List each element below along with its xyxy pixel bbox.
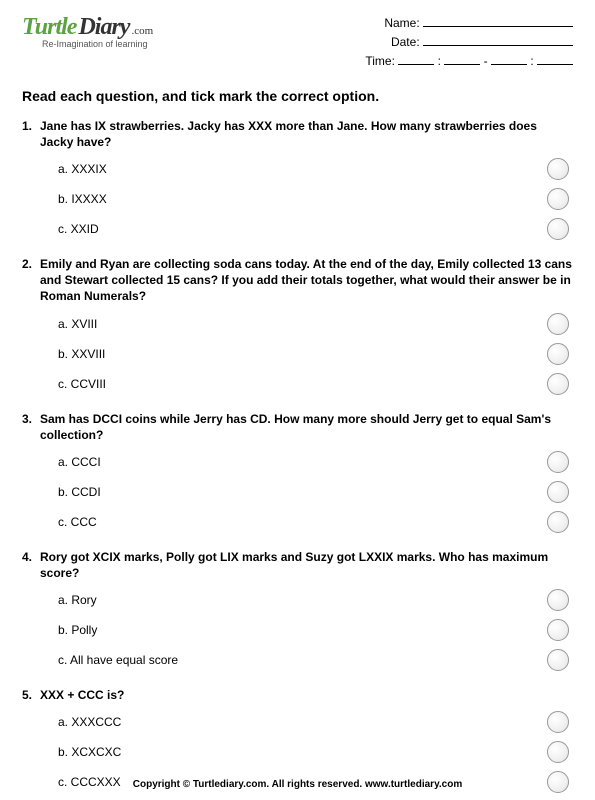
option-row: c. All have equal score — [58, 649, 573, 671]
option-list: a. CCCI b. CCDI c. CCC — [58, 451, 573, 533]
date-label: Date: — [391, 35, 420, 49]
option-row: a. XXXCCC — [58, 711, 573, 733]
option-text: a. XXXCCC — [58, 715, 121, 729]
option-text: a. XVIII — [58, 317, 97, 331]
name-row: Name: — [365, 14, 573, 33]
answer-bubble[interactable] — [547, 511, 569, 533]
option-row: c. XXID — [58, 218, 573, 240]
question-text: 1.Jane has IX strawberries. Jacky has XX… — [22, 118, 573, 150]
answer-bubble[interactable] — [547, 451, 569, 473]
option-text: b. Polly — [58, 623, 97, 637]
question-5: 5.XXX + CCC is?a. XXXCCCb. XCXCXCc. CCCX… — [22, 687, 573, 793]
question-body: Sam has DCCI coins while Jerry has CD. H… — [40, 411, 573, 443]
name-label: Name: — [384, 16, 419, 30]
time-sep-2: - — [484, 54, 488, 68]
footer: Copyright © Turtlediary.com. All rights … — [0, 779, 595, 790]
meta-fields: Name: Date: Time: : - : — [365, 14, 573, 72]
option-text: a. XXXIX — [58, 162, 107, 176]
answer-bubble[interactable] — [547, 188, 569, 210]
option-text: c. All have equal score — [58, 653, 178, 667]
question-number: 1. — [22, 118, 40, 150]
option-row: a. XVIII — [58, 313, 573, 335]
option-text: b. XCXCXC — [58, 745, 121, 759]
answer-bubble[interactable] — [547, 158, 569, 180]
option-list: a. XXXIX b. IXXXX c. XXID — [58, 158, 573, 240]
option-text: b. XXVIII — [58, 347, 105, 361]
option-row: b. CCDI — [58, 481, 573, 503]
answer-bubble[interactable] — [547, 218, 569, 240]
question-list: 1.Jane has IX strawberries. Jacky has XX… — [22, 118, 573, 794]
question-body: Rory got XCIX marks, Polly got LIX marks… — [40, 549, 573, 581]
answer-bubble[interactable] — [547, 313, 569, 335]
logo-main: Turtle Diary .com — [22, 14, 153, 41]
option-text: a. CCCI — [58, 455, 101, 469]
option-row: c. CCVIII — [58, 373, 573, 395]
logo-word-1: Turtle — [22, 14, 76, 41]
time-row: Time: : - : — [365, 52, 573, 71]
logo: Turtle Diary .com Re-Imagination of lear… — [22, 14, 153, 49]
answer-bubble[interactable] — [547, 589, 569, 611]
answer-bubble[interactable] — [547, 619, 569, 641]
time-sep-3: : — [530, 54, 533, 68]
option-row: b. XCXCXC — [58, 741, 573, 763]
option-text: c. XXID — [58, 222, 99, 236]
question-text: 2.Emily and Ryan are collecting soda can… — [22, 256, 573, 305]
question-1: 1.Jane has IX strawberries. Jacky has XX… — [22, 118, 573, 240]
option-row: a. XXXIX — [58, 158, 573, 180]
answer-bubble[interactable] — [547, 649, 569, 671]
question-body: XXX + CCC is? — [40, 687, 573, 703]
question-number: 5. — [22, 687, 40, 703]
time-blank-1[interactable] — [398, 53, 434, 65]
date-blank[interactable] — [423, 34, 573, 46]
logo-word-2: Diary — [78, 14, 129, 41]
option-list: a. Rory b. Polly c. All have equal score — [58, 589, 573, 671]
date-row: Date: — [365, 33, 573, 52]
option-row: a. Rory — [58, 589, 573, 611]
name-blank[interactable] — [423, 15, 573, 27]
option-text: c. CCVIII — [58, 377, 106, 391]
option-text: b. IXXXX — [58, 192, 107, 206]
header: Turtle Diary .com Re-Imagination of lear… — [22, 14, 573, 72]
question-body: Jane has IX strawberries. Jacky has XXX … — [40, 118, 573, 150]
logo-suffix: .com — [131, 25, 153, 37]
logo-tagline: Re-Imagination of learning — [42, 39, 153, 49]
option-row: b. IXXXX — [58, 188, 573, 210]
option-row: b. XXVIII — [58, 343, 573, 365]
question-text: 3.Sam has DCCI coins while Jerry has CD.… — [22, 411, 573, 443]
question-3: 3.Sam has DCCI coins while Jerry has CD.… — [22, 411, 573, 533]
option-list: a. XVIII b. XXVIII c. CCVIII — [58, 313, 573, 395]
time-blank-3[interactable] — [491, 53, 527, 65]
option-text: a. Rory — [58, 593, 97, 607]
answer-bubble[interactable] — [547, 343, 569, 365]
question-body: Emily and Ryan are collecting soda cans … — [40, 256, 573, 305]
question-4: 4.Rory got XCIX marks, Polly got LIX mar… — [22, 549, 573, 671]
question-2: 2.Emily and Ryan are collecting soda can… — [22, 256, 573, 395]
option-row: c. CCC — [58, 511, 573, 533]
question-text: 4.Rory got XCIX marks, Polly got LIX mar… — [22, 549, 573, 581]
time-label: Time: — [365, 54, 395, 68]
time-blank-2[interactable] — [444, 53, 480, 65]
question-number: 3. — [22, 411, 40, 443]
option-row: b. Polly — [58, 619, 573, 641]
time-blank-4[interactable] — [537, 53, 573, 65]
option-text: b. CCDI — [58, 485, 101, 499]
option-text: c. CCC — [58, 515, 97, 529]
option-row: a. CCCI — [58, 451, 573, 473]
answer-bubble[interactable] — [547, 741, 569, 763]
question-number: 4. — [22, 549, 40, 581]
answer-bubble[interactable] — [547, 711, 569, 733]
answer-bubble[interactable] — [547, 481, 569, 503]
question-text: 5.XXX + CCC is? — [22, 687, 573, 703]
question-number: 2. — [22, 256, 40, 305]
instructions: Read each question, and tick mark the co… — [22, 88, 573, 104]
answer-bubble[interactable] — [547, 373, 569, 395]
time-sep-1: : — [438, 54, 441, 68]
